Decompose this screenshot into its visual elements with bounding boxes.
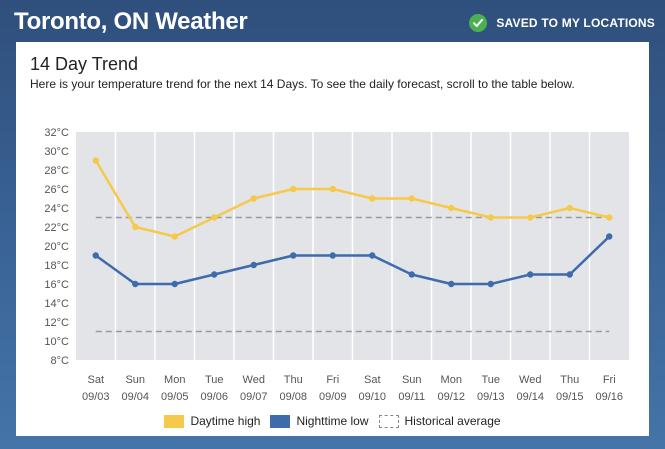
- section-description: Here is your temperature trend for the n…: [30, 77, 575, 91]
- daytime-high-point: [527, 214, 534, 221]
- daytime-high-point: [566, 204, 573, 212]
- nighttime-low-point: [487, 280, 494, 288]
- x-tick-date: 09/05: [161, 391, 189, 403]
- nighttime-low-point: [369, 252, 376, 259]
- daytime-high-line: [94, 159, 610, 238]
- x-tick-day: Tue: [481, 374, 500, 386]
- nighttime-low-point: [132, 280, 139, 288]
- daytime-high-point: [448, 204, 455, 212]
- y-tick-label: 30°C: [44, 146, 69, 158]
- x-tick-date: 09/09: [319, 391, 347, 403]
- y-tick-label: 28°C: [44, 165, 69, 177]
- y-tick-label: 10°C: [44, 336, 69, 348]
- daytime-high-point: [487, 214, 494, 221]
- x-tick-date: 09/10: [358, 391, 386, 403]
- daytime-high-point: [329, 185, 336, 193]
- nighttime-low-point: [92, 252, 99, 259]
- x-tick-date: 09/14: [516, 391, 544, 403]
- x-tick-day: Mon: [164, 374, 185, 386]
- chart-legend: Daytime high Nighttime low Historical av…: [16, 414, 649, 428]
- x-tick-day: Thu: [284, 374, 303, 386]
- daytime-high-point: [92, 157, 99, 164]
- x-tick-date: 09/03: [82, 391, 110, 403]
- y-tick-label: 20°C: [44, 241, 69, 253]
- legend-swatch-historical: [378, 414, 399, 428]
- x-tick-date: 09/06: [200, 391, 228, 403]
- legend-swatch-low: [270, 414, 291, 428]
- y-tick-label: 8°C: [51, 355, 70, 367]
- legend-item-high[interactable]: Daytime high: [164, 414, 260, 428]
- nighttime-low-point: [408, 271, 415, 278]
- x-tick-day: Mon: [441, 374, 462, 386]
- nighttime-low-point: [606, 233, 613, 240]
- nighttime-low-line: [95, 235, 611, 286]
- daytime-high-point: [606, 214, 613, 221]
- y-tick-label: 12°C: [44, 317, 69, 329]
- legend-label-high: Daytime high: [190, 414, 261, 428]
- daytime-high-point: [211, 214, 218, 221]
- y-tick-label: 32°C: [44, 127, 69, 139]
- daytime-high-point: [132, 223, 139, 231]
- x-tick-day: Sun: [125, 374, 145, 386]
- x-tick-date: 09/12: [437, 391, 465, 403]
- trend-panel: 14 Day Trend Here is your temperature tr…: [16, 42, 649, 436]
- x-tick-date: 09/16: [595, 391, 623, 403]
- daytime-high-point: [171, 233, 178, 240]
- x-tick-day: Fri: [326, 374, 339, 386]
- nighttime-low-point: [527, 271, 534, 278]
- legend-item-low[interactable]: Nighttime low: [270, 414, 369, 428]
- nighttime-low-point: [290, 252, 297, 259]
- x-tick-date: 09/15: [556, 391, 584, 403]
- x-tick-day: Tue: [205, 374, 224, 386]
- daytime-high-point: [408, 195, 415, 202]
- daytime-high-point: [250, 195, 257, 202]
- check-circle-icon: [469, 14, 488, 32]
- page-title: Toronto, ON Weather: [14, 8, 248, 35]
- nighttime-low-point: [250, 261, 257, 269]
- x-tick-day: Fri: [603, 374, 616, 386]
- y-tick-label: 26°C: [44, 184, 69, 196]
- x-tick-date: 09/13: [477, 391, 505, 403]
- saved-label: SAVED TO MY LOCATIONS: [496, 16, 655, 30]
- x-tick-date: 09/04: [121, 391, 149, 403]
- temperature-chart: 8°C 10°C 12°C 14°C 16°C 18°C 20°C 22°C 24°C 26°C 2…: [44, 127, 629, 403]
- x-tick-day: Sat: [364, 374, 381, 386]
- legend-swatch-high: [164, 414, 185, 428]
- nighttime-low-point: [448, 280, 455, 288]
- y-tick-label: 22°C: [44, 222, 69, 234]
- legend-item-historical[interactable]: Historical average: [378, 414, 501, 428]
- x-tick-date: 09/08: [279, 391, 307, 403]
- daytime-high-point: [290, 185, 297, 193]
- x-tick-date: 09/11: [398, 391, 425, 403]
- y-tick-label: 24°C: [44, 203, 69, 215]
- y-tick-label: 14°C: [44, 298, 69, 310]
- legend-label-historical: Historical average: [404, 414, 501, 428]
- section-title: 14 Day Trend: [30, 54, 139, 74]
- nighttime-low-point: [171, 280, 178, 288]
- x-tick-day: Wed: [243, 374, 265, 386]
- daytime-high-point: [369, 195, 376, 202]
- x-tick-day: Sun: [402, 374, 422, 386]
- x-tick-day: Sat: [87, 374, 104, 386]
- y-tick-label: 18°C: [44, 260, 69, 272]
- saved-to-locations-button[interactable]: SAVED TO MY LOCATIONS: [469, 14, 655, 32]
- legend-label-low: Nighttime low: [296, 414, 369, 428]
- y-tick-label: 16°C: [44, 279, 69, 291]
- nighttime-low-point: [329, 252, 336, 259]
- x-tick-date: 09/07: [240, 391, 268, 403]
- nighttime-low-point: [211, 271, 218, 278]
- x-tick-day: Wed: [519, 374, 541, 386]
- x-tick-day: Thu: [560, 374, 579, 386]
- nighttime-low-point: [566, 271, 573, 278]
